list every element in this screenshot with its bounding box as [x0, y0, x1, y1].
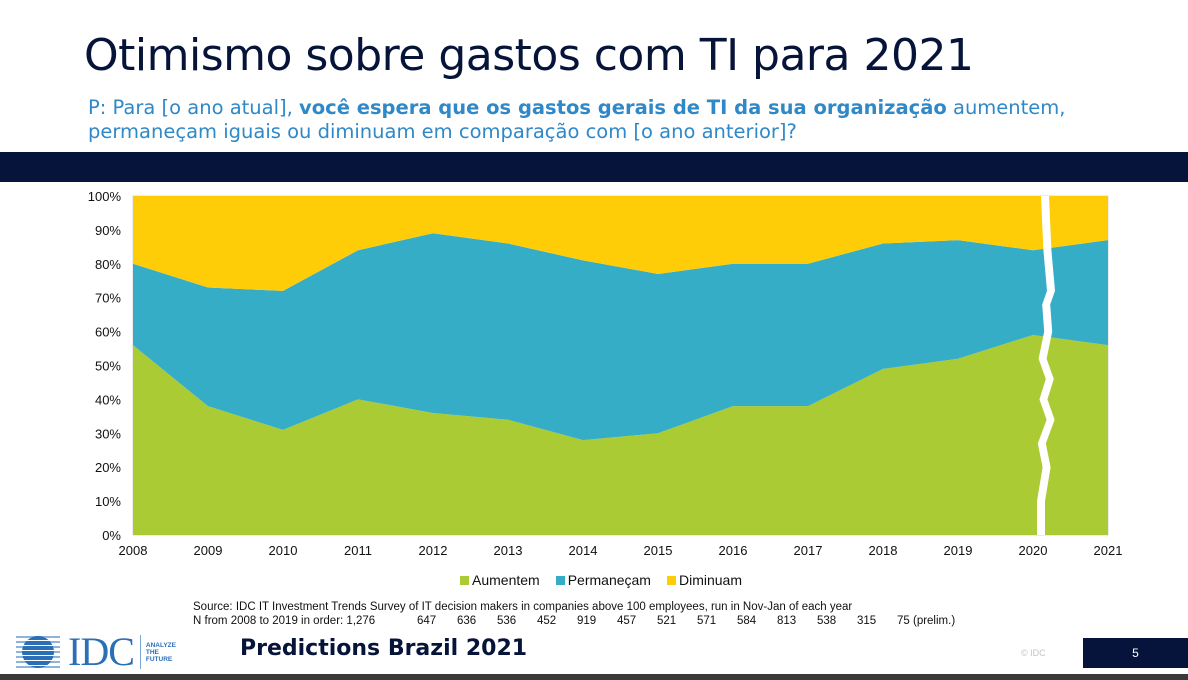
idc-logo-text: IDC	[68, 629, 135, 674]
slide-title: Otimismo sobre gastos com TI para 2021	[84, 30, 974, 81]
area-diminuam	[133, 196, 1108, 291]
bottom-bar	[0, 674, 1188, 680]
sample-size: 452	[537, 615, 557, 627]
x-tick-label: 2013	[494, 543, 523, 558]
legend-item-diminuam: Diminuam	[666, 572, 742, 588]
sample-size: 813	[777, 615, 797, 627]
copyright: © IDC	[1021, 648, 1046, 658]
y-tick-label: 70%	[95, 291, 121, 306]
legend-label: Permaneçam	[567, 572, 651, 588]
legend-label: Aumentem	[472, 572, 540, 588]
sample-sizes: N from 2008 to 2019 in order: 1,276 647 …	[193, 614, 955, 628]
chart-legend: Aumentem Permaneçam Diminuam	[460, 572, 742, 588]
sample-size: 584	[737, 615, 757, 627]
tagline-line: FUTURE	[145, 655, 173, 663]
sample-size: 636	[457, 615, 477, 627]
sample-size: 536	[497, 615, 517, 627]
legend-swatch-permanecam	[555, 575, 565, 585]
footer-brand-title: Predictions Brazil 2021	[240, 636, 528, 661]
tagline-line: THE	[145, 648, 159, 656]
y-tick-label: 30%	[95, 426, 121, 441]
page-number: 5	[1083, 638, 1188, 668]
x-tick-label: 2018	[869, 543, 898, 558]
sample-size: 75 (prelim.)	[897, 615, 956, 627]
area-permanecam	[133, 233, 1108, 441]
sample-size: 571	[697, 615, 717, 627]
x-tick-label: 2015	[644, 543, 673, 558]
y-tick-label: 60%	[95, 325, 121, 340]
sample-size: 315	[857, 615, 877, 627]
idc-globe-icon	[16, 636, 60, 668]
idc-logo: IDC ANALYZE THE FUTURE	[16, 632, 176, 672]
x-tick-label: 2017	[794, 543, 823, 558]
x-tick-label: 2012	[419, 543, 448, 558]
survey-question: P: Para [o ano atual], você espera que o…	[88, 96, 1168, 144]
logo-tagline: ANALYZE THE FUTURE	[146, 642, 176, 663]
sample-size: 538	[817, 615, 837, 627]
x-tick-label: 2011	[344, 543, 372, 558]
legend-label: Diminuam	[678, 572, 742, 588]
source-note: Source: IDC IT Investment Trends Survey …	[193, 600, 955, 628]
legend-item-aumentem: Aumentem	[460, 572, 540, 588]
area-aumentem	[133, 334, 1108, 535]
question-suffix: aumentem, permaneçam iguais ou diminuam …	[88, 96, 1066, 143]
x-tick-label: 2020	[1019, 543, 1048, 558]
x-tick-label: 2016	[719, 543, 748, 558]
question-prefix: P: Para [o ano atual],	[88, 96, 300, 119]
y-tick-label: 50%	[95, 359, 121, 374]
y-tick-label: 100%	[88, 189, 122, 204]
y-tick-label: 80%	[95, 257, 121, 272]
x-tick-label: 2014	[569, 543, 598, 558]
stacked-area-chart: 0% 10% 20% 30% 40% 50% 60% 70% 80% 90% 100% 2008 200…	[88, 189, 1123, 558]
sample-size: 919	[577, 615, 597, 627]
sample-size: 457	[617, 615, 637, 627]
tagline-line: ANALYZE	[145, 641, 176, 649]
x-tick-label: 2008	[119, 543, 148, 558]
x-tick-label: 2019	[944, 543, 973, 558]
y-tick-label: 90%	[95, 223, 121, 238]
y-tick-label: 10%	[95, 494, 121, 509]
y-tick-label: 0%	[102, 528, 121, 543]
logo-divider	[139, 635, 141, 669]
header-band	[0, 152, 1188, 182]
axis-break-marker	[1037, 196, 1055, 535]
x-tick-label: 2010	[269, 543, 298, 558]
legend-swatch-aumentem	[460, 575, 469, 585]
y-tick-label: 40%	[95, 392, 121, 407]
slide-footer: IDC ANALYZE THE FUTURE Predictions Brazi…	[0, 628, 1188, 672]
sample-size: 521	[657, 615, 677, 627]
y-tick-label: 20%	[95, 460, 121, 475]
sample-size-label: N from 2008 to 2019 in order: 1,276	[193, 615, 376, 627]
legend-swatch-diminuam	[666, 575, 676, 585]
x-tick-label: 2009	[194, 543, 223, 558]
x-tick-label: 2021	[1094, 543, 1123, 558]
question-bold: você espera que os gastos gerais de TI d…	[299, 96, 947, 119]
source-line: Source: IDC IT Investment Trends Survey …	[193, 601, 853, 613]
sample-size: 647	[417, 615, 437, 627]
legend-item-permanecam: Permaneçam	[555, 572, 651, 588]
